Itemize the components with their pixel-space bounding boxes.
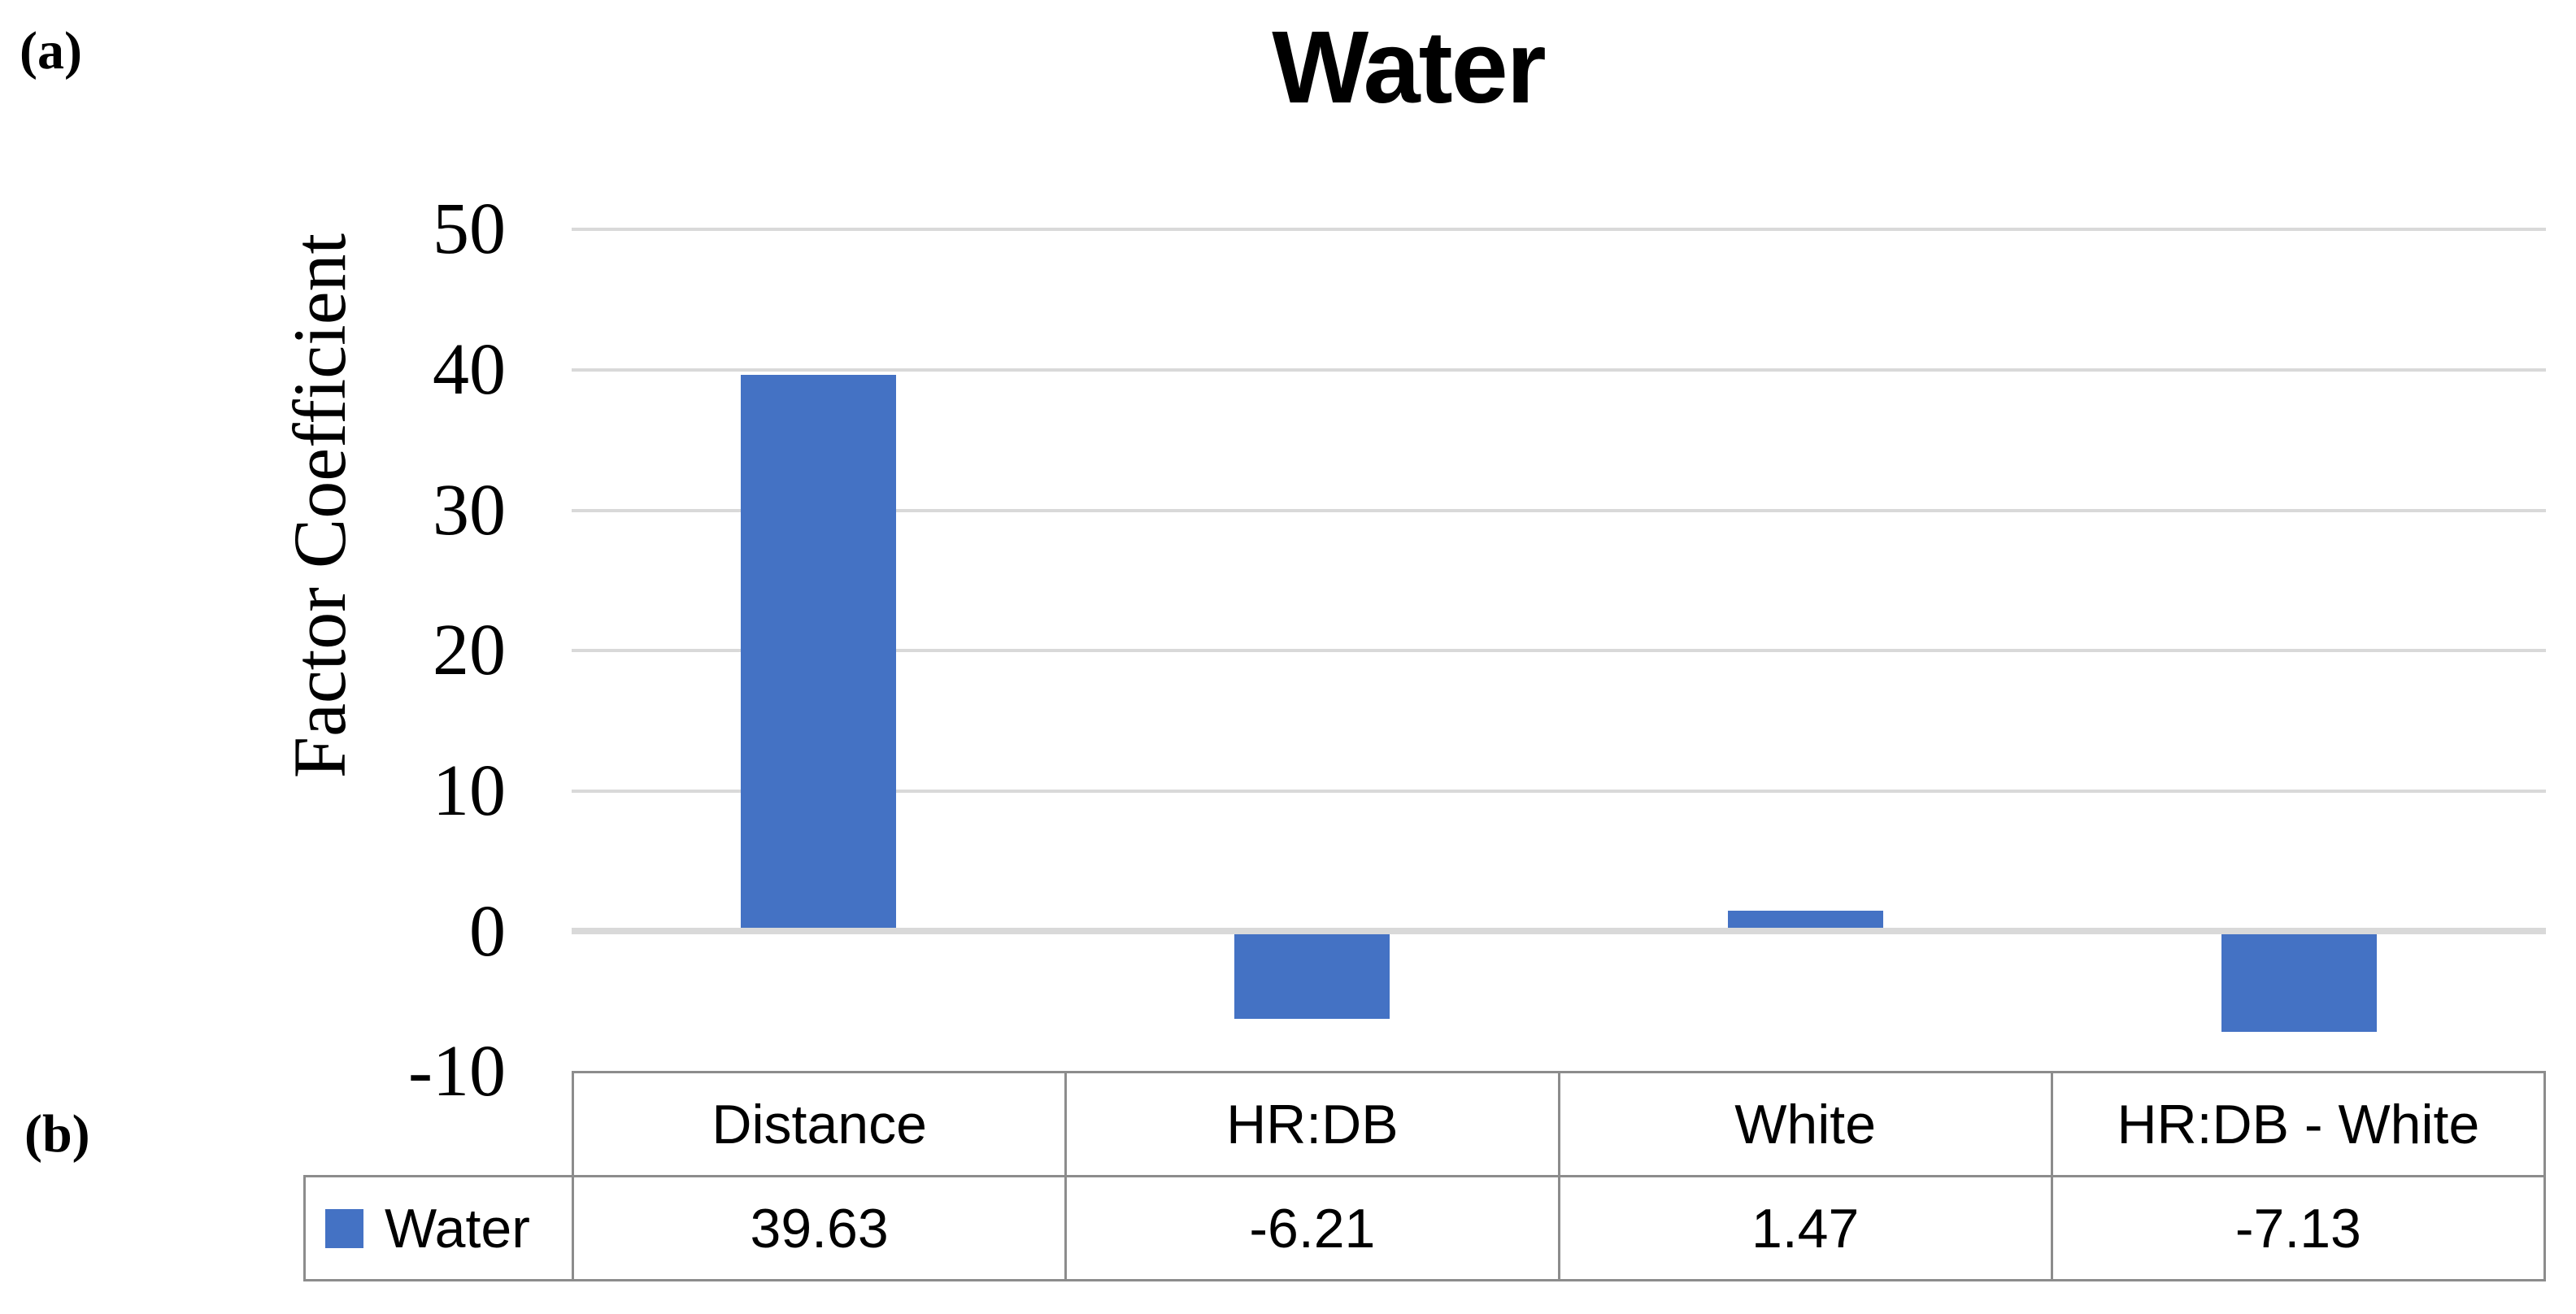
y-tick-label-0: 0	[469, 891, 506, 972]
y-tick-label--10: -10	[408, 1031, 506, 1112]
legend-cell: Water	[306, 1177, 572, 1279]
legend-label: Water	[385, 1197, 530, 1260]
legend-color-swatch	[325, 1208, 363, 1248]
gridline-y-30	[572, 509, 2546, 512]
chart-title: Water	[1272, 10, 1546, 124]
table-header-hr-db-white: HR:DB - White	[2050, 1073, 2543, 1175]
x-axis-zero-line	[572, 928, 2546, 934]
y-tick-label-40: 40	[433, 329, 506, 410]
table-value-white: 1.47	[1557, 1177, 2051, 1279]
gridline-y-40	[572, 368, 2546, 372]
table-header-white: White	[1557, 1073, 2051, 1175]
table-value-hr-db: -6.21	[1064, 1177, 1557, 1279]
table-header-hr-db: HR:DB	[1064, 1073, 1557, 1175]
y-tick-label-20: 20	[433, 610, 506, 690]
bar-white	[1728, 911, 1883, 931]
bar-distance	[741, 375, 896, 931]
y-tick-label-30: 30	[433, 470, 506, 550]
bar-hr-db	[1234, 932, 1390, 1019]
bar-hr-db-white	[2221, 932, 2377, 1032]
y-tick-label-10: 10	[433, 751, 506, 831]
y-tick-label-50: 50	[433, 189, 506, 269]
gridline-y-10	[572, 790, 2546, 793]
panel-label-a: (a)	[20, 21, 82, 80]
data-table-value-row: Water 39.63 -6.21 1.47 -7.13	[303, 1175, 2546, 1281]
table-value-distance: 39.63	[572, 1177, 1064, 1279]
panel-label-b: (b)	[24, 1104, 90, 1164]
table-header-distance: Distance	[711, 1093, 927, 1155]
table-value-hr-db-white: -7.13	[2050, 1177, 2543, 1279]
gridline-y-20	[572, 649, 2546, 652]
data-table-header-row: Distance HR:DB White HR:DB - White	[572, 1071, 2546, 1175]
gridline-y-50	[572, 228, 2546, 231]
